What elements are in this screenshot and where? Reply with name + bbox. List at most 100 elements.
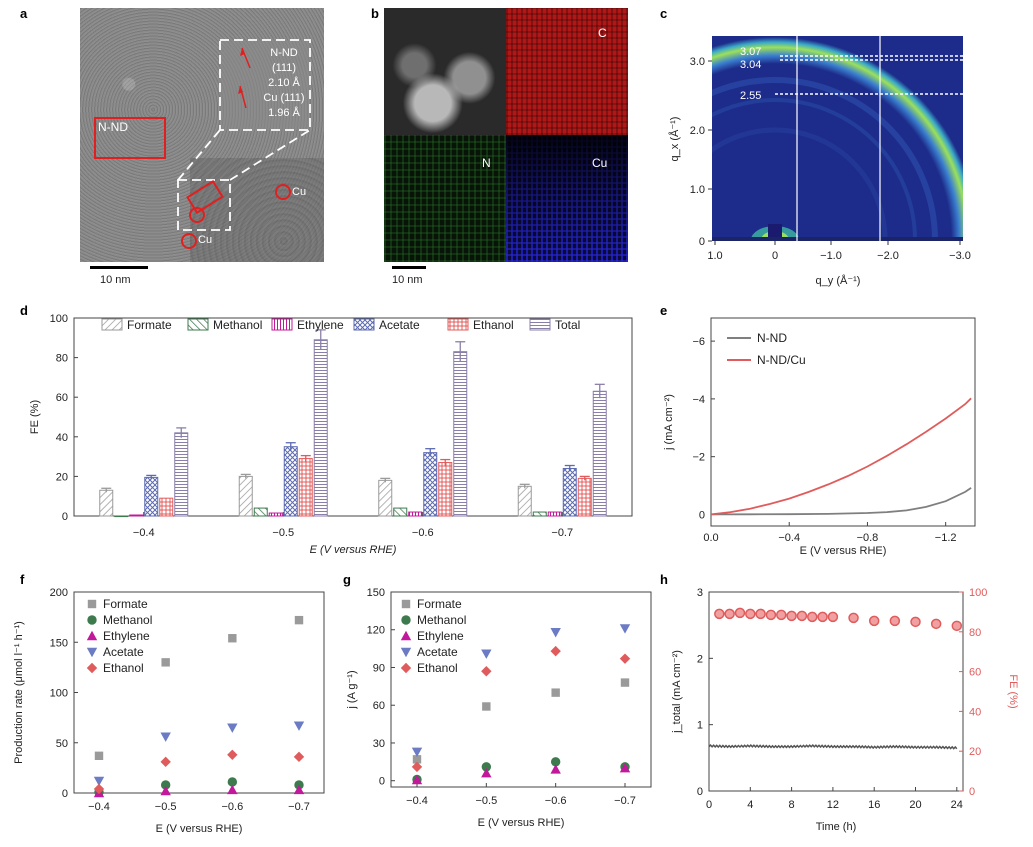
x-tick-label: −0.7 xyxy=(551,527,573,539)
point-fe xyxy=(745,608,756,620)
y-tick-left-label: 0 xyxy=(697,786,703,798)
plot-frame xyxy=(73,317,633,517)
tem-image: N-ND Cu Cu N-ND (111) 2.10 Å Cu (111) 1.… xyxy=(80,8,324,262)
point-ethanol xyxy=(411,761,423,773)
point-acetate xyxy=(93,776,105,787)
bar-acetate xyxy=(144,476,159,517)
scale-bar-b-label: 10 nm xyxy=(392,274,423,286)
y-tick-right-label: 0 xyxy=(969,786,975,798)
legend-swatch-ethylene xyxy=(271,318,293,331)
x-tick-label: 0 xyxy=(706,799,712,811)
legend-label-ethanol: Ethanol xyxy=(417,661,458,675)
x-tick-label: −0.5 xyxy=(475,795,497,807)
x-tick-label: −0.6 xyxy=(545,795,567,807)
legend-marker-methanol xyxy=(87,615,97,625)
bar-formate xyxy=(238,475,253,517)
y-tick-label: 100 xyxy=(50,688,68,700)
panel-label-g: g xyxy=(343,572,351,587)
x-axis-label: E (V versus RHE) xyxy=(156,823,243,835)
y-tick-label: 0 xyxy=(379,776,385,788)
point-fe xyxy=(776,609,787,621)
panel-label-d: d xyxy=(20,303,28,318)
legend-label-acetate: Acetate xyxy=(417,645,458,659)
point-acetate xyxy=(160,732,171,742)
legend-swatch-total xyxy=(529,318,551,331)
inset-line-1: N-ND xyxy=(270,47,298,59)
legend-label-ethanol: Ethanol xyxy=(103,661,144,675)
x-tick-label: −0.4 xyxy=(778,532,800,544)
x-tick-label: −1.2 xyxy=(935,532,957,544)
line-n-nd xyxy=(710,487,972,516)
point-acetate xyxy=(227,723,238,733)
y-axis-right-label: FE (%) xyxy=(1007,674,1019,708)
bar-ethylene xyxy=(547,511,562,517)
chart-d: 0 20 40 60 80 100 FE (%) E (V versus RHE) −0.4 −0… xyxy=(29,313,633,556)
x-tick-label: −0.4 xyxy=(88,801,110,813)
legend-marker-ethanol xyxy=(86,662,98,674)
giwaxs-ytick: 1.0 xyxy=(690,184,705,196)
x-tick-label: −0.4 xyxy=(133,527,155,539)
y-tick-label: 50 xyxy=(56,738,68,750)
bar-ethylene xyxy=(268,512,283,517)
copper-map xyxy=(506,135,628,262)
legend-label-methanol: Methanol xyxy=(213,318,262,332)
legend-marker-acetate xyxy=(400,647,412,658)
nitrogen-map xyxy=(384,135,506,262)
point-methanol xyxy=(227,777,238,787)
y-tick-label: 150 xyxy=(50,637,68,649)
panel-label-c: c xyxy=(660,6,668,21)
y-tick-right-label: 80 xyxy=(969,627,981,639)
point-acetate xyxy=(411,747,423,757)
legend-swatch-methanol xyxy=(187,318,209,331)
legend-label-methanol: Methanol xyxy=(417,613,466,627)
panel-label-e: e xyxy=(660,303,668,318)
scale-bar-a-label: 10 nm xyxy=(100,274,131,286)
bar-methanol xyxy=(253,507,268,517)
x-tick-label: −0.5 xyxy=(272,527,294,539)
chart-g: 0 30 60 90 120 150 −0.4 −0.5 −0.6 −0.7 E (V versus… xyxy=(346,587,652,829)
point-formate xyxy=(412,755,422,764)
bar-formate xyxy=(99,489,114,517)
tem-annotations xyxy=(94,39,311,249)
point-ethanol xyxy=(619,653,631,664)
panel-label-a: a xyxy=(20,6,28,21)
plot-frame xyxy=(390,591,652,788)
y-axis-label: FE (%) xyxy=(29,400,41,434)
giwaxs-ytick: 0 xyxy=(699,236,705,248)
bar-methanol xyxy=(114,515,129,518)
y-tick-label: −2 xyxy=(692,452,705,464)
x-tick-label: 4 xyxy=(747,799,753,811)
point-ethylene xyxy=(160,785,171,796)
x-tick-label: −0.7 xyxy=(288,801,310,813)
point-fe xyxy=(817,611,828,623)
bar-acetate xyxy=(562,467,577,517)
giwaxs-xtick: −2.0 xyxy=(877,250,899,262)
y-tick-label: 0 xyxy=(62,511,68,523)
y-tick-right-label: 40 xyxy=(969,706,981,718)
giwaxs-xtick: 1.0 xyxy=(707,250,722,262)
giwaxs-ytick: 2.0 xyxy=(690,125,705,137)
line-j-total xyxy=(708,744,958,750)
giwaxs-ylabel: q_x (Å⁻¹) xyxy=(668,117,681,162)
y-tick-label: 100 xyxy=(50,313,68,325)
point-fe xyxy=(796,610,808,622)
y-axis-label: Production rate (μmol l⁻¹ h⁻¹) xyxy=(13,621,25,764)
dspacing-label-3: 2.55 xyxy=(740,90,761,102)
x-tick-label: 12 xyxy=(827,799,839,811)
panel-label-b: b xyxy=(371,6,379,21)
y-tick-label: 150 xyxy=(367,587,385,599)
point-fe xyxy=(951,620,963,632)
y-axis-label: j (mA cm⁻²) xyxy=(663,394,675,451)
point-acetate xyxy=(619,624,631,634)
x-axis-label: E (V versus RHE) xyxy=(800,545,887,557)
giwaxs-xtick: −3.0 xyxy=(949,250,971,262)
bar-methanol xyxy=(393,507,408,517)
legend-swatch-acetate xyxy=(353,318,375,331)
x-tick-label: −0.7 xyxy=(614,795,636,807)
point-methanol xyxy=(550,757,561,767)
point-fe xyxy=(765,609,777,621)
point-acetate xyxy=(293,721,305,731)
point-fe xyxy=(807,611,818,623)
legend-label-ethylene: Ethylene xyxy=(103,629,150,643)
bar-ethanol xyxy=(159,497,174,517)
